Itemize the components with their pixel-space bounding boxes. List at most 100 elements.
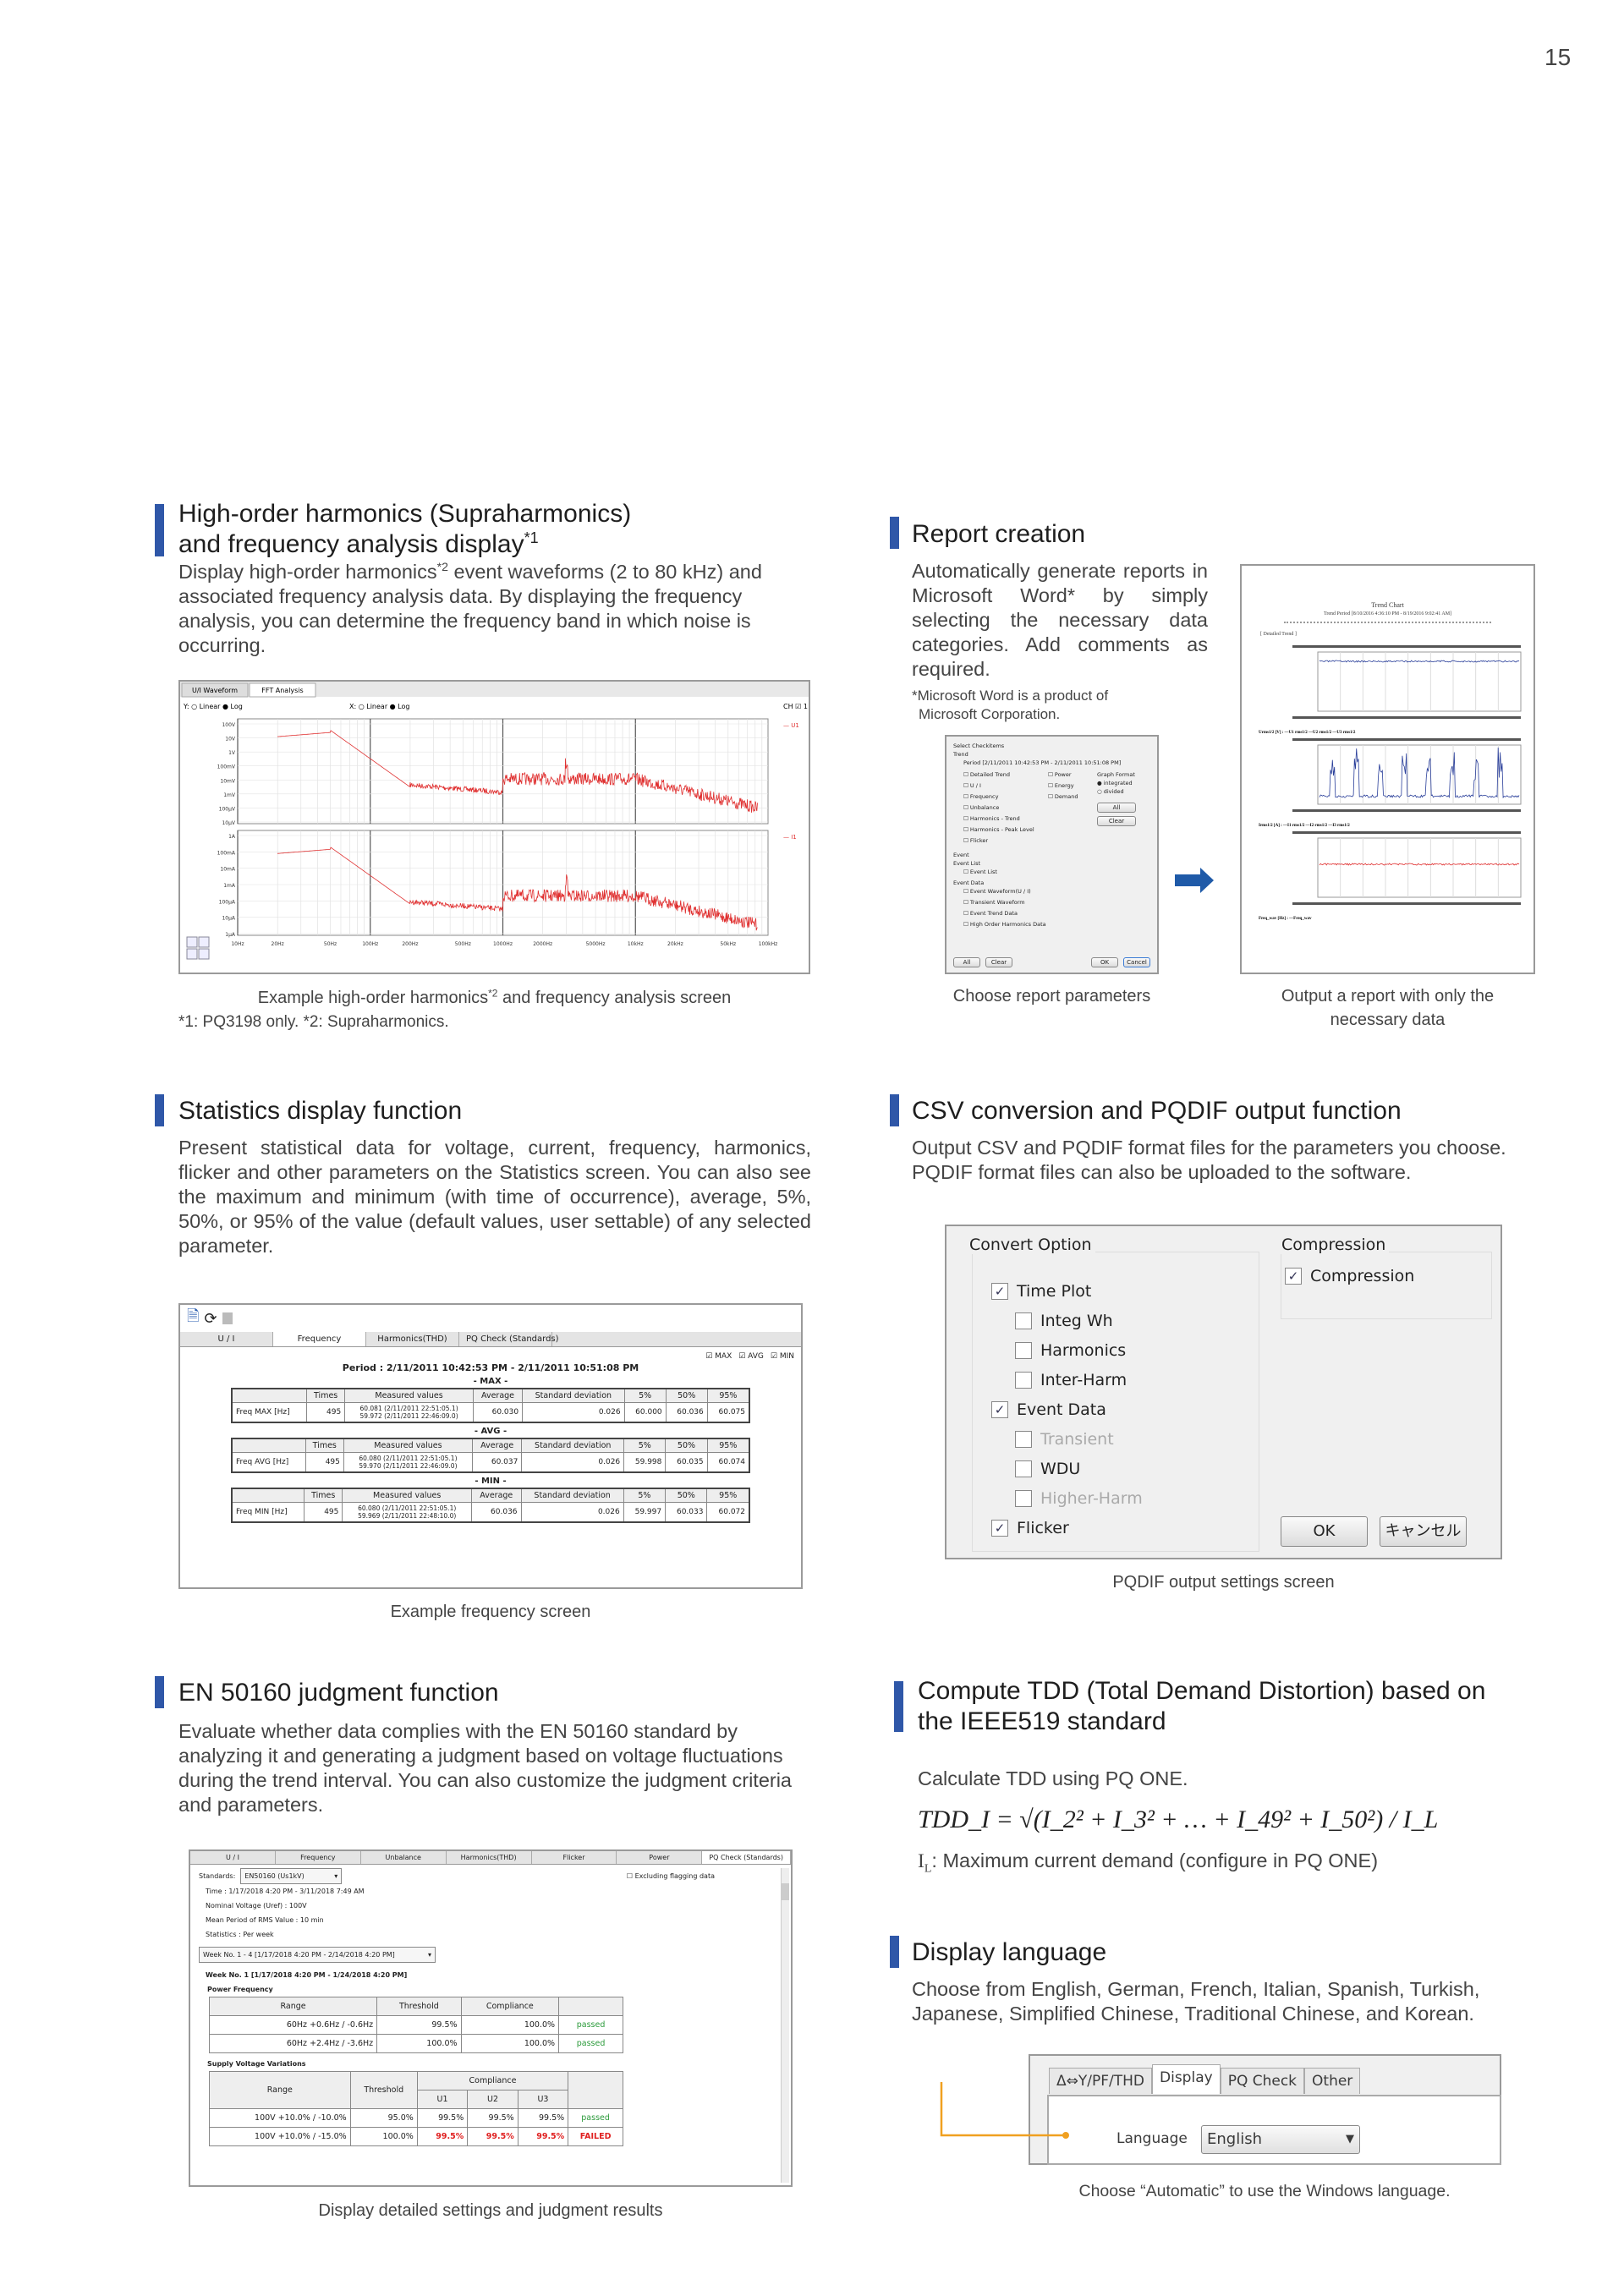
- checkbox-item[interactable]: ☐ Detailed Trend: [963, 771, 1011, 778]
- checkbox-item[interactable]: ☐ Energy: [1048, 782, 1074, 789]
- toggle-min[interactable]: ☑ MIN: [770, 1352, 794, 1361]
- option-flicker[interactable]: ✓ Flicker: [991, 1513, 1259, 1543]
- checkbox-item[interactable]: ☐ Flicker: [963, 837, 989, 844]
- checkbox-item[interactable]: ☐ Frequency: [963, 793, 999, 800]
- language-select[interactable]: English ▼: [1201, 2125, 1360, 2154]
- cell: 99.5%: [376, 2015, 462, 2035]
- checkbox-item[interactable]: ☐ Harmonics - Peak Level: [963, 826, 1034, 833]
- option-harmonics[interactable]: Harmonics: [991, 1335, 1259, 1365]
- cell: 495: [304, 1502, 343, 1523]
- tab-frequency[interactable]: Frequency: [273, 1332, 366, 1346]
- checkbox[interactable]: [1015, 1430, 1032, 1448]
- cell: Freq MAX [Hz]: [231, 1402, 308, 1423]
- checkbox-item[interactable]: ☐ Harmonics - Trend: [963, 815, 1020, 822]
- checkbox-item[interactable]: ☐ Event Waveform(U / I): [963, 888, 1031, 895]
- checkbox-item[interactable]: ☐ U / I: [963, 782, 981, 789]
- ok-button[interactable]: OK: [1281, 1516, 1368, 1547]
- option-higher-harm[interactable]: Higher-Harm: [991, 1483, 1259, 1513]
- clear-button[interactable]: Clear: [985, 957, 1012, 967]
- option-transient[interactable]: Transient: [991, 1424, 1259, 1454]
- checkbox-item[interactable]: ☐ Event Trend Data: [963, 910, 1018, 917]
- option-time-plot[interactable]: ✓ Time Plot: [991, 1276, 1259, 1306]
- tab-frequency[interactable]: Frequency: [276, 1851, 361, 1864]
- checkbox-item[interactable]: ☐ Unbalance: [963, 804, 1000, 811]
- tab-pq-check-standards-[interactable]: PQ Check (Standards): [702, 1851, 791, 1864]
- cursor-icon[interactable]: [186, 948, 198, 960]
- tab-pq-check[interactable]: PQ Check: [1220, 2068, 1305, 2094]
- result-cell: passed: [558, 2015, 623, 2035]
- column-header: Measured values: [344, 1388, 474, 1403]
- checkbox[interactable]: ✓: [991, 1400, 1008, 1418]
- tab--y-pf-thd[interactable]: Δ⇔Y/PF/THD: [1049, 2068, 1153, 2094]
- result-cell: FAILED: [568, 2127, 623, 2146]
- tab-display[interactable]: Display: [1152, 2064, 1221, 2094]
- tab-power[interactable]: Power: [617, 1851, 703, 1864]
- tab-pq-check-standards-[interactable]: PQ Check (Standards): [459, 1332, 559, 1346]
- checkbox-item[interactable]: ☐ Demand: [1048, 793, 1078, 800]
- checkbox-item[interactable]: ☐ High Order Harmonics Data: [963, 921, 1046, 928]
- section-body: Automatically generate reports in Micros…: [912, 560, 1208, 680]
- word-report-icon[interactable]: 🗎: [187, 1307, 200, 1325]
- tab-harmonics-thd-[interactable]: Harmonics(THD): [447, 1851, 532, 1864]
- group-label: Compression: [1278, 1236, 1390, 1254]
- cancel-button[interactable]: キャンセル: [1380, 1516, 1467, 1547]
- column-header: 95%: [706, 1438, 750, 1453]
- zoom-out-icon[interactable]: [198, 936, 210, 948]
- tab-flicker[interactable]: Flicker: [532, 1851, 617, 1864]
- column-header: Times: [304, 1488, 343, 1503]
- radio-integrated[interactable]: ● integrated: [1097, 780, 1133, 786]
- tab-u-i[interactable]: U / I: [190, 1851, 276, 1864]
- option-integ-wh[interactable]: Integ Wh: [991, 1306, 1259, 1335]
- clear-button[interactable]: Clear: [1097, 816, 1136, 826]
- option-event-data[interactable]: ✓ Event Data: [991, 1395, 1259, 1424]
- checkbox[interactable]: [1015, 1489, 1032, 1507]
- radio-divided[interactable]: ○ divided: [1097, 788, 1124, 795]
- checkbox[interactable]: ✓: [991, 1282, 1008, 1300]
- cancel-button[interactable]: Cancel: [1123, 957, 1150, 967]
- option-wdu[interactable]: WDU: [991, 1454, 1259, 1483]
- report-document-preview: Trend Chart Trend Period [8/10/2016 4:36…: [1240, 564, 1535, 974]
- cell: 59.997: [623, 1502, 667, 1523]
- y-tick-label: 100mV: [217, 764, 236, 770]
- section-body: Evaluate whether data complies with the …: [178, 1720, 793, 1816]
- table-row: Freq AVG [Hz] 495 60.080 (2/11/2011 22:51:…: [231, 1452, 750, 1473]
- standards-select[interactable]: EN50160 (Us1kV) ▾: [240, 1868, 343, 1884]
- checkbox-item[interactable]: ☐ Transient Waveform: [963, 899, 1025, 906]
- all-button[interactable]: All: [1097, 803, 1136, 813]
- checkbox[interactable]: [1015, 1371, 1032, 1389]
- tab-other[interactable]: Other: [1304, 2068, 1361, 2094]
- week-select[interactable]: Week No. 1 - 4 [1/17/2018 4:20 PM - 2/14…: [199, 1947, 436, 1963]
- compression-checkbox[interactable]: ✓ Compression: [1281, 1252, 1491, 1285]
- figure-caption: Display detailed settings and judgment r…: [318, 2201, 663, 2220]
- option-inter-harm[interactable]: Inter-Harm: [991, 1365, 1259, 1395]
- zoom-in-icon[interactable]: [186, 936, 198, 948]
- tab-1[interactable]: [249, 682, 316, 698]
- checkbox[interactable]: ✓: [1285, 1267, 1302, 1285]
- checkbox[interactable]: [1015, 1312, 1032, 1329]
- tab-u-i[interactable]: U / I: [180, 1332, 273, 1346]
- event-list-checkbox[interactable]: ☐ Event List: [963, 869, 997, 875]
- x-tick-label: 200Hz: [402, 941, 418, 947]
- toggle-avg[interactable]: ☑ AVG: [738, 1352, 764, 1361]
- excluding-flagging-checkbox[interactable]: ☐ Excluding flagging data: [626, 1872, 715, 1880]
- y-scale-radio[interactable]: Y: ○ Linear ● Log: [183, 703, 243, 710]
- checkbox-item[interactable]: ☐ Power: [1048, 771, 1072, 778]
- header-row: Times Measured values Average Standard devi…: [231, 1488, 750, 1503]
- toggle-max[interactable]: ☑ MAX: [705, 1352, 732, 1361]
- checkbox[interactable]: ✓: [991, 1519, 1008, 1537]
- check-icon[interactable]: [198, 948, 210, 960]
- x-scale-radio[interactable]: X: ○ Linear ● Log: [349, 703, 409, 710]
- channel-checkbox[interactable]: CH ☑ 1: [783, 703, 808, 710]
- checkbox[interactable]: [1015, 1341, 1032, 1359]
- table-row: 60Hz +0.6Hz / -0.6Hz 99.5% 100.0% passed: [208, 2015, 623, 2035]
- refresh-icon[interactable]: ⟳: [204, 1309, 217, 1328]
- checkbox[interactable]: [1015, 1460, 1032, 1477]
- tab-0[interactable]: [181, 682, 249, 698]
- all-button[interactable]: All: [953, 957, 980, 967]
- vertical-scrollbar[interactable]: [781, 1868, 789, 2183]
- tab-unbalance[interactable]: Unbalance: [361, 1851, 447, 1864]
- column-header: 5%: [623, 1488, 667, 1503]
- ok-button[interactable]: OK: [1091, 957, 1118, 967]
- tab-harmonics-thd-[interactable]: Harmonics(THD): [366, 1332, 459, 1346]
- stop-icon[interactable]: [222, 1312, 233, 1324]
